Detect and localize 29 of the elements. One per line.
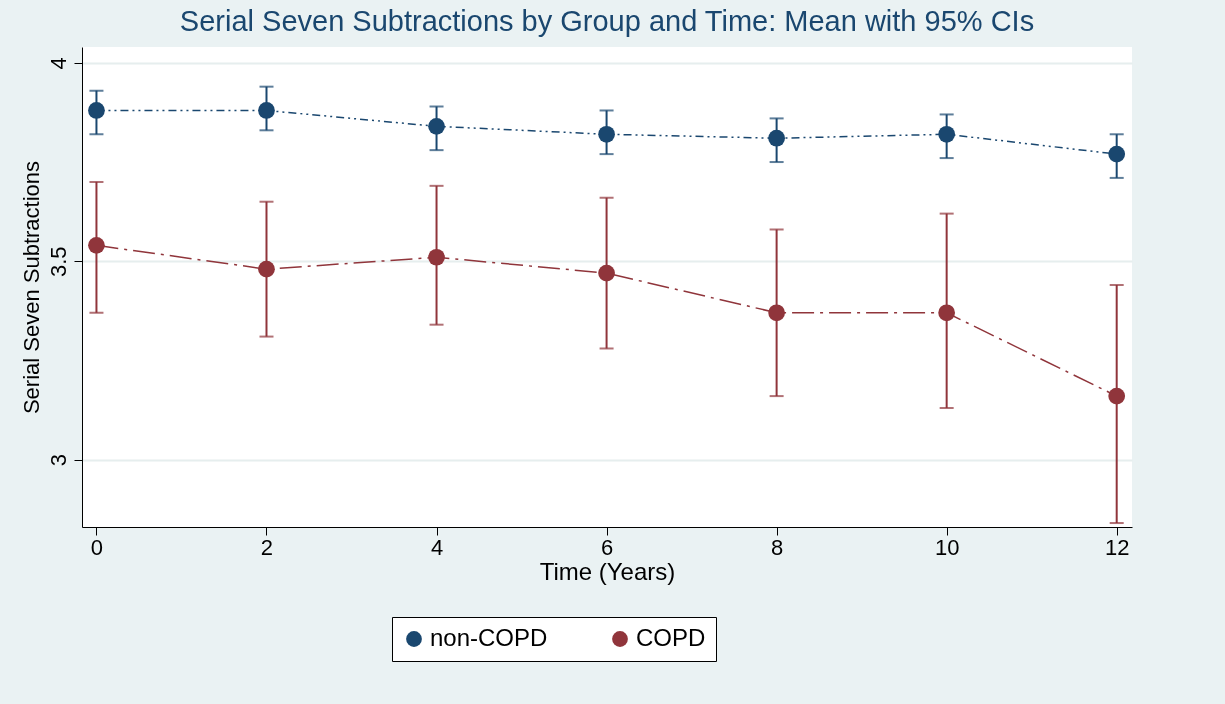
point <box>768 304 785 322</box>
point <box>938 304 956 322</box>
y-axis-title: Serial Seven Subtractions <box>18 160 44 415</box>
point <box>1108 145 1126 163</box>
x-axis-title: Time (Years) <box>539 557 676 585</box>
y-tick-label: 3.5 <box>45 246 71 278</box>
point <box>88 102 105 119</box>
chart-title: Serial Seven Subtractions by Group and Time: Mean with 95% CIs <box>179 5 1035 37</box>
point <box>428 117 445 135</box>
legend-label: non-COPD <box>430 624 548 651</box>
x-tick-label: 12 <box>1104 534 1130 560</box>
x-tick-label: 8 <box>770 534 784 560</box>
point <box>258 260 275 278</box>
y-tick-label: 4 <box>45 57 71 70</box>
point <box>598 264 615 282</box>
x-tick-label: 6 <box>600 534 614 560</box>
point <box>428 248 445 266</box>
x-tick-label: 4 <box>430 534 444 560</box>
y-tick-label: 3 <box>45 453 71 467</box>
point <box>598 125 615 143</box>
point <box>1108 387 1126 405</box>
x-tick-label: 0 <box>90 534 104 560</box>
point <box>768 129 785 147</box>
point <box>88 237 105 254</box>
x-tick-label: 10 <box>934 534 960 560</box>
point <box>258 102 275 119</box>
legend-label: COPD <box>636 624 706 651</box>
point <box>938 125 956 143</box>
x-tick-label: 2 <box>260 534 274 560</box>
